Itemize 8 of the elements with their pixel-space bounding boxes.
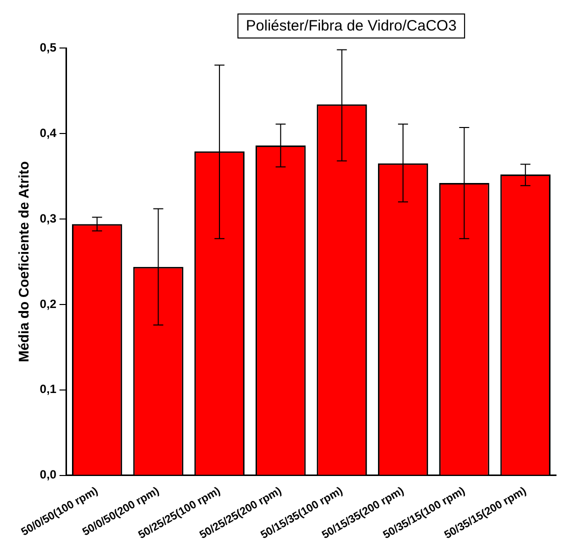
y-tick-label: 0,0: [40, 468, 57, 482]
y-axis-title: Média do Coeficiente de Atrito: [15, 161, 32, 362]
y-tick-label: 0,5: [40, 40, 57, 54]
y-tick-label: 0,1: [40, 382, 57, 396]
y-tick-label: 0,2: [40, 296, 57, 311]
y-tick-label: 0,3: [40, 211, 57, 226]
y-tick-label: 0,4: [40, 126, 57, 140]
chart-title: Poliéster/Fibra de Vidro/CaCO3: [246, 18, 457, 35]
